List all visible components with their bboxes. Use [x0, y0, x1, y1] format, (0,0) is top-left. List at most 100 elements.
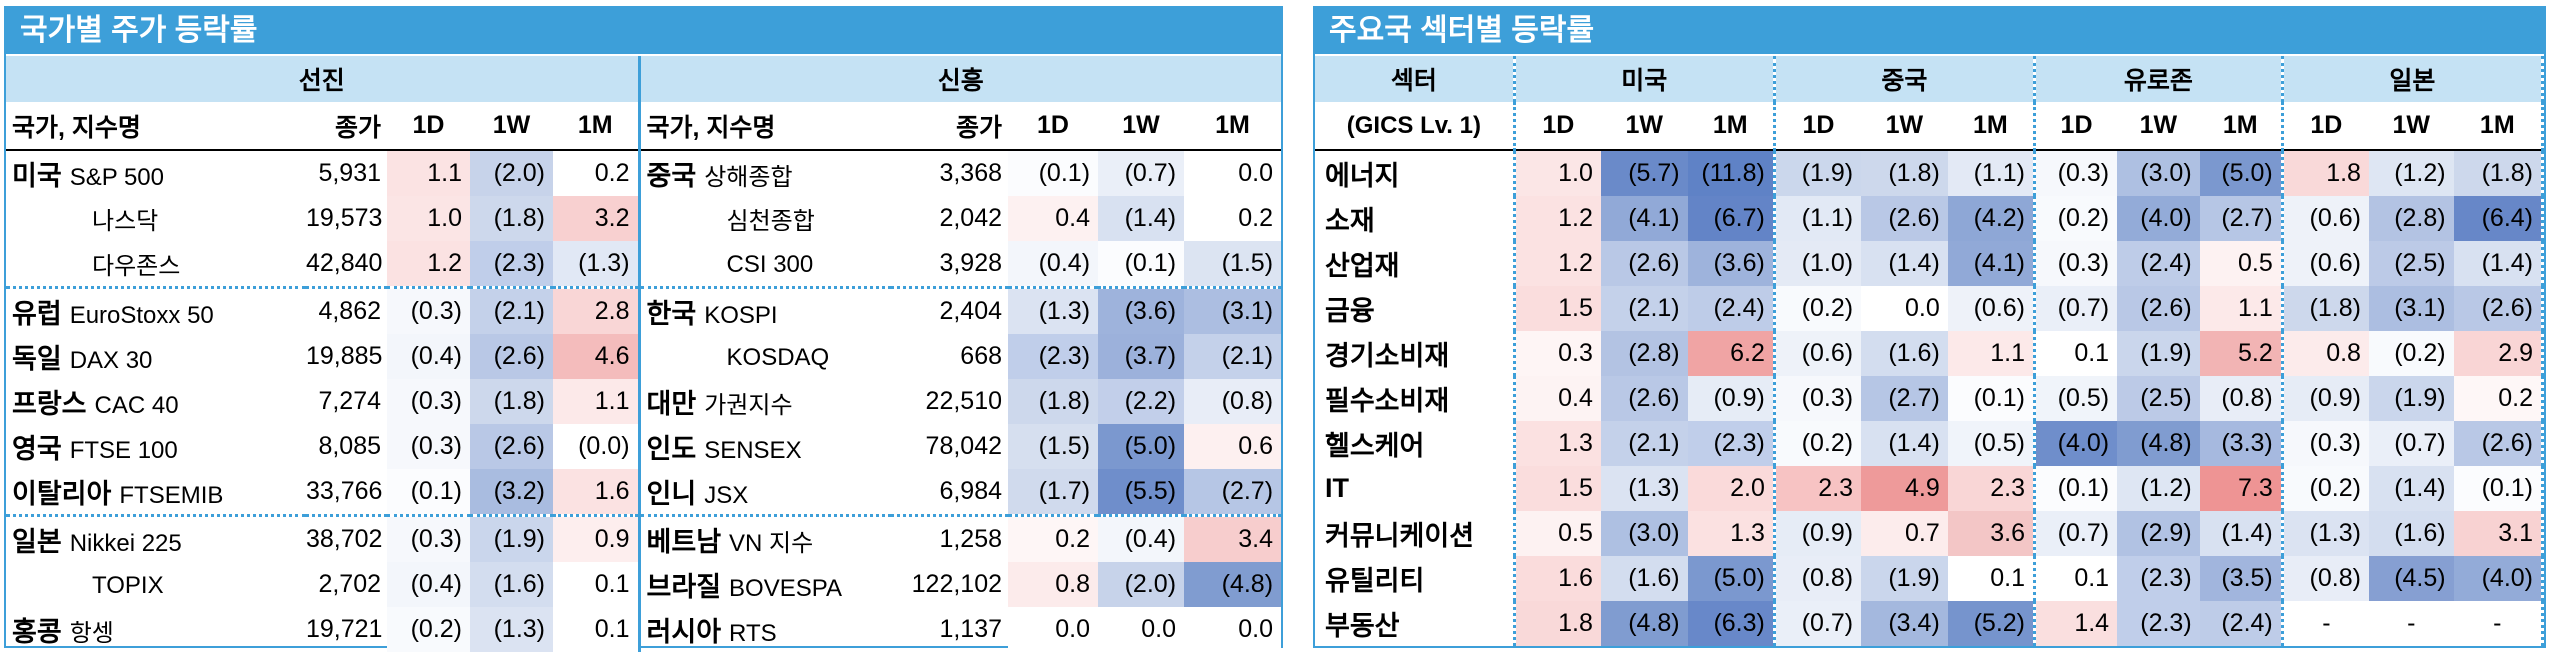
sector-change-cell: (6.3): [1687, 601, 1776, 646]
country-label: 대만: [646, 389, 697, 419]
sector-change-cell: (1.8): [1861, 150, 1948, 196]
country-label: 미국: [12, 161, 62, 191]
emerging-name-cell: 브라질 BOVESPA: [637, 562, 892, 607]
period-header-row: (GICS Lv. 1) 1D 1W 1M 1D 1W 1M 1D 1W 1M 1D 1W 1M: [1315, 102, 2544, 151]
change-1m: 3.4: [1184, 514, 1282, 562]
period-col-header: 1W: [2117, 102, 2200, 151]
developed-name-cell: 이탈리아 FTSEMIB: [6, 469, 306, 516]
sector-change-cell: 0.0: [1861, 286, 1948, 331]
change-1d: 1.0: [387, 196, 470, 241]
country-label: 독일: [12, 344, 62, 374]
emerging-name-cell: 한국 KOSPI: [637, 286, 892, 334]
emerging-name-col-header: 국가, 지수명: [637, 102, 892, 151]
region-header: 중국: [1774, 56, 2037, 102]
sector-change-cell: (0.2): [1774, 421, 1862, 466]
developed-1d-col-header: 1D: [387, 102, 470, 151]
sector-change-cell: (1.2): [2117, 466, 2200, 511]
sector-change-cell: (1.6): [1600, 556, 1688, 601]
close-value: 122,102: [911, 570, 1003, 598]
sector-change-cell: (2.1): [1600, 286, 1688, 331]
country-label: 홍콩: [12, 617, 62, 647]
change-1m: (4.8): [1184, 562, 1282, 607]
sector-change-cell: 1.8: [1514, 601, 1601, 646]
sector-change-cell: (0.3): [2034, 150, 2118, 196]
change-1d: (2.3): [1008, 334, 1099, 379]
sector-change-cell: (0.8): [2199, 376, 2284, 421]
country-label: 인니: [646, 479, 697, 509]
index-label: 상해종합: [704, 164, 793, 191]
sector-change-cell: (3.5): [2199, 556, 2284, 601]
close-value: 6,984: [939, 477, 1003, 505]
change-1w: (3.7): [1098, 334, 1185, 379]
table-row: 미국 S&P 500 5,931 1.1 (2.0) 0.2 중국 상해종합 3,368 (0.1…: [6, 150, 1282, 196]
sector-change-cell: (1.8): [2453, 150, 2544, 196]
emerging-close-col-header: 종가: [891, 102, 1009, 151]
sector-change-cell: 1.3: [1514, 421, 1601, 466]
change-1w: (5.5): [1098, 469, 1185, 516]
emerging-header: 신흥: [637, 56, 1282, 102]
table-row: 소재 1.2 (4.1) (6.7) (1.1) (2.6) (4.2) (0.2) (4.0)…: [1315, 196, 2544, 241]
sector-change-cell: (11.8): [1687, 150, 1776, 196]
developed-name-cell: 프랑스 CAC 40: [6, 379, 306, 424]
close-value: 3,368: [939, 159, 1003, 187]
change-1d: (0.1): [1008, 150, 1099, 196]
sector-change-cell: -: [2282, 601, 2369, 646]
table-row: 일본 Nikkei 225 38,702 (0.3) (1.9) 0.9 베트남 VN 지수 1…: [6, 514, 1282, 562]
sector-change-cell: -: [2453, 601, 2544, 646]
close-value: 19,885: [306, 342, 383, 370]
sector-change-cell: (5.2): [1947, 601, 2036, 646]
table-row: 나스닥 19,573 1.0 (1.8) 3.2 심천종합 2,042 0.4 (1.4) 0.2: [6, 196, 1282, 241]
region-header: 미국: [1514, 56, 1776, 102]
close-value: 3,928: [939, 249, 1003, 277]
sector-change-cell: (1.4): [2368, 466, 2454, 511]
emerging-name-cell: CSI 300: [637, 241, 892, 288]
sector-change-cell: 2.0: [1687, 466, 1776, 511]
sector-name: 유틸리티: [1315, 556, 1516, 601]
sector-change-cell: (1.4): [2453, 241, 2544, 286]
index-label: BOVESPA: [729, 575, 842, 602]
emerging-1m-col-header: 1M: [1184, 102, 1282, 151]
sector-change-cell: (0.6): [2282, 196, 2369, 241]
change-1w: (2.2): [1098, 379, 1185, 424]
sector-change-cell: (1.9): [2368, 376, 2454, 421]
period-col-header: 1M: [1687, 102, 1776, 151]
sector-change-cell: (0.2): [1774, 286, 1862, 331]
close-value: 2,702: [318, 570, 381, 598]
sector-change-cell: 1.1: [2199, 286, 2284, 331]
change-1m: 4.6: [553, 334, 641, 379]
table-row: 커뮤니케이션 0.5 (3.0) 1.3 (0.9) 0.7 3.6 (0.7) (2.9) (1…: [1315, 511, 2544, 556]
change-1w: (2.6): [470, 424, 553, 469]
region-header: 유로존: [2034, 56, 2284, 102]
sector-change-cell: (0.1): [1947, 376, 2036, 421]
sector-change-cell: (1.8): [2282, 286, 2369, 331]
sector-change-cell: (4.0): [2117, 196, 2200, 241]
sector-col-header: 섹터: [1315, 56, 1516, 102]
emerging-name-cell: KOSDAQ: [637, 334, 892, 379]
country-label: 일본: [12, 527, 62, 557]
sector-table: 섹터 미국 중국 유로존 일본 (GICS Lv. 1) 1D 1W 1M 1D 1W 1M 1D 1W 1…: [1315, 56, 2545, 646]
sector-change-cell: (5.0): [2199, 150, 2284, 196]
country-label: 한국: [646, 299, 697, 329]
sector-name: 소재: [1315, 196, 1516, 241]
change-1w: (5.0): [1098, 424, 1185, 469]
country-index-panel: 국가별 주가 등락률 선진 신흥 국가, 지수명 종가 1D 1W 1M 국가, 지수명 종가 1…: [4, 6, 1283, 652]
period-col-header: 1D: [2034, 102, 2118, 151]
close-value: 78,042: [925, 432, 1003, 460]
sector-change-cell: 1.2: [1514, 196, 1601, 241]
change-1d: (0.4): [387, 334, 470, 379]
emerging-1w-col-header: 1W: [1098, 102, 1185, 151]
sector-change-cell: 0.4: [1514, 376, 1601, 421]
sector-name: 헬스케어: [1315, 421, 1516, 466]
sector-change-cell: (0.7): [2034, 286, 2118, 331]
index-label: KOSPI: [704, 302, 778, 329]
sector-change-cell: (4.0): [2034, 421, 2118, 466]
sector-change-cell: (0.9): [1687, 376, 1776, 421]
period-col-header: 1M: [2199, 102, 2284, 151]
change-1w: (2.1): [470, 286, 553, 334]
sector-change-cell: (1.4): [1861, 421, 1948, 466]
change-1d: (0.3): [387, 514, 470, 562]
sector-change-cell: 0.3: [1514, 331, 1601, 376]
close-value: 42,840: [306, 249, 383, 277]
sector-change-cell: (2.6): [1861, 196, 1948, 241]
sector-change-cell: (0.5): [2034, 376, 2118, 421]
